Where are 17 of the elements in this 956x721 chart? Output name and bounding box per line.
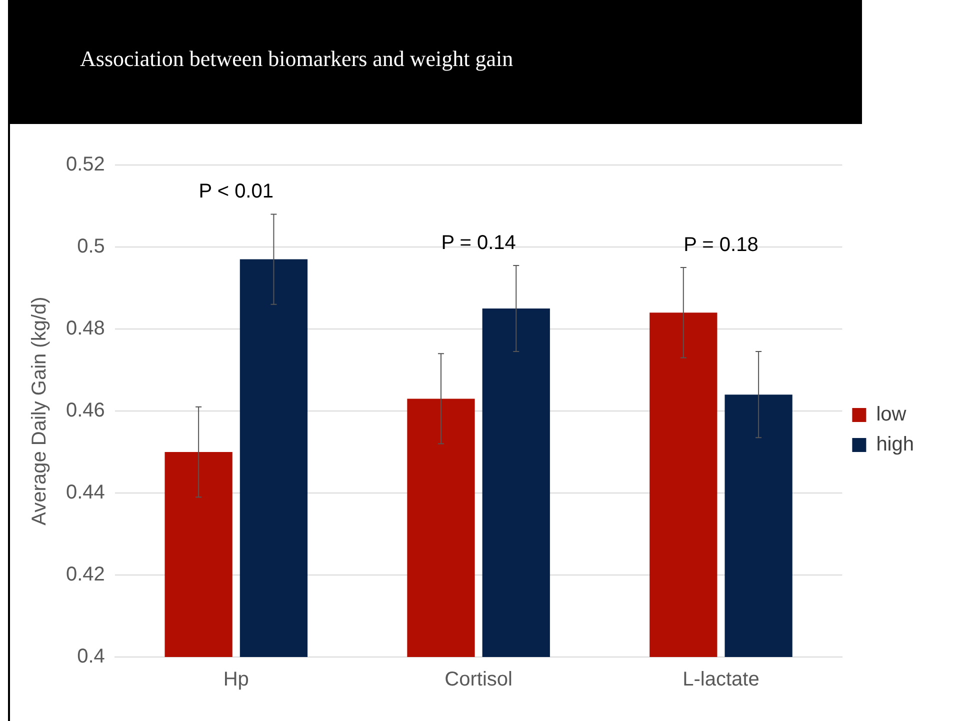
y-tick-label: 0.46: [66, 400, 105, 422]
y-tick-label: 0.52: [66, 154, 105, 176]
x-tick-label: L-lactate: [682, 668, 760, 691]
x-tick-label: Hp: [223, 668, 249, 691]
legend-label: low: [876, 404, 907, 426]
y-tick-label: 0.42: [66, 564, 105, 586]
annotation: P = 0.18: [684, 234, 758, 256]
x-tick-label: Cortisol: [444, 668, 512, 691]
chart-title: Association between biomarkers and weight gain: [80, 46, 514, 72]
y-tick-label: 0.44: [66, 482, 105, 504]
y-tick-label: 0.5: [77, 236, 105, 258]
legend-label: high: [876, 434, 914, 456]
y-tick-label: 0.4: [77, 646, 105, 668]
annotation: P = 0.14: [441, 232, 516, 254]
annotation: P < 0.01: [198, 180, 274, 203]
y-tick-label: 0.48: [66, 318, 105, 340]
y-axis-title: Average Daily Gain (kg/d): [28, 296, 51, 526]
